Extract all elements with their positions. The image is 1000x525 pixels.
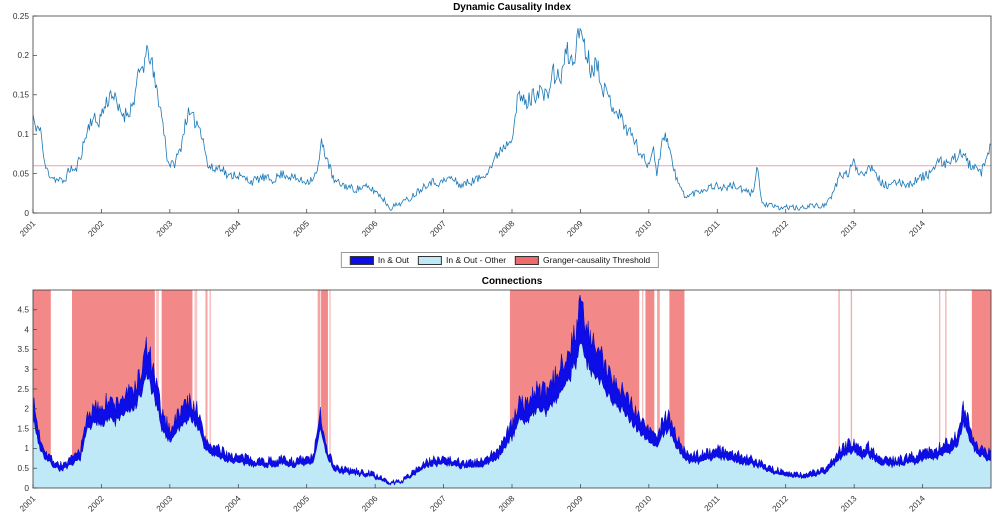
area-in-out-other (33, 343, 991, 488)
x-tick-label: 2006 (359, 493, 379, 513)
granger-band (642, 290, 644, 488)
y-tick-label: 0.2 (17, 50, 29, 60)
axis-box (32, 15, 992, 214)
y-tick-label: 0.15 (13, 90, 30, 100)
x-tick-label: 2009 (565, 218, 585, 238)
y-tick-label: 0 (24, 208, 29, 218)
granger-band (657, 290, 660, 488)
x-tick-label: 2002 (86, 493, 106, 513)
x-tick-label: 2001 (17, 218, 37, 238)
x-tick-label: 2006 (359, 218, 379, 238)
x-tick-label: 2003 (154, 218, 174, 238)
x-tick-label: 2003 (154, 493, 174, 513)
x-tick-label: 2004 (223, 493, 243, 513)
y-tick-label: 3 (24, 364, 29, 374)
granger-band (838, 290, 840, 488)
x-tick-label: 2007 (428, 493, 448, 513)
granger-band (645, 290, 655, 488)
y-tick-label: 0 (24, 483, 29, 493)
x-tick-label: 2011 (702, 218, 722, 238)
y-tick-label: 1 (24, 443, 29, 453)
y-tick-label: 4 (24, 324, 29, 334)
x-tick-label: 2002 (86, 218, 106, 238)
x-tick-label: 2008 (496, 218, 516, 238)
x-tick-label: 2010 (633, 218, 653, 238)
x-tick-label: 2005 (291, 218, 311, 238)
chart-title: Dynamic Causality Index (453, 2, 571, 13)
legend-item-granger-threshold: Granger-causality Threshold (515, 255, 650, 265)
y-tick-label: 2 (24, 404, 29, 414)
legend-label-granger-threshold: Granger-causality Threshold (543, 255, 651, 265)
connections-chart: 2001 2002 2003 2004 2005 2006 2007 2008 2009 2010… (17, 276, 992, 513)
granger-band (945, 290, 947, 488)
granger-band (971, 290, 991, 488)
y-tick-label: 0.1 (17, 129, 29, 139)
granger-band (317, 290, 321, 488)
x-tick-label: 2005 (291, 493, 311, 513)
y-tick-label: 1.5 (17, 423, 29, 433)
y-tick-label: 0.05 (13, 168, 30, 178)
legend-item-in-out-other: In & Out - Other (418, 255, 506, 265)
x-tick-label: 2011 (702, 493, 722, 513)
granger-band (850, 290, 853, 488)
x-tick-label: 2014 (907, 218, 927, 238)
y-tick-label: 0.5 (17, 463, 29, 473)
chart-legend: In & Out In & Out - Other Granger-causal… (340, 252, 660, 268)
y-tick-label: 2.5 (17, 384, 29, 394)
x-tick-label: 2009 (565, 493, 585, 513)
granger-band (209, 290, 211, 488)
area-in-out (33, 294, 991, 486)
y-tick-label: 4.5 (17, 305, 29, 315)
x-tick-label: 2010 (633, 493, 653, 513)
legend-swatch-granger-threshold (515, 255, 540, 265)
x-tick-label: 2014 (907, 493, 927, 513)
x-tick-label: 2001 (17, 493, 37, 513)
x-tick-label: 2013 (838, 493, 858, 513)
legend-label-in-out: In & Out (377, 255, 410, 265)
legend-label-in-out-other: In & Out - Other (446, 255, 507, 265)
legend-swatch-in-out-other (418, 255, 443, 265)
y-tick-label: 0.25 (13, 11, 30, 21)
legend-swatch-in-out (349, 255, 374, 265)
granger-band (938, 290, 941, 488)
x-tick-label: 2004 (223, 218, 243, 238)
granger-band (194, 290, 198, 488)
dci-line (33, 27, 991, 211)
granger-band (329, 290, 331, 488)
legend-item-in-out: In & Out (349, 255, 410, 265)
x-tick-label: 2013 (838, 218, 858, 238)
x-tick-label: 2012 (770, 218, 790, 238)
x-tick-label: 2007 (428, 218, 448, 238)
x-tick-label: 2008 (496, 493, 516, 513)
chart-title: Connections (482, 276, 543, 287)
granger-band (205, 290, 208, 488)
dci-chart: 2001 2002 2003 2004 2005 2006 2007 2008 2009 2010… (13, 2, 992, 238)
x-tick-label: 2012 (770, 493, 790, 513)
y-tick-label: 3.5 (17, 344, 29, 354)
granger-band (321, 290, 328, 488)
